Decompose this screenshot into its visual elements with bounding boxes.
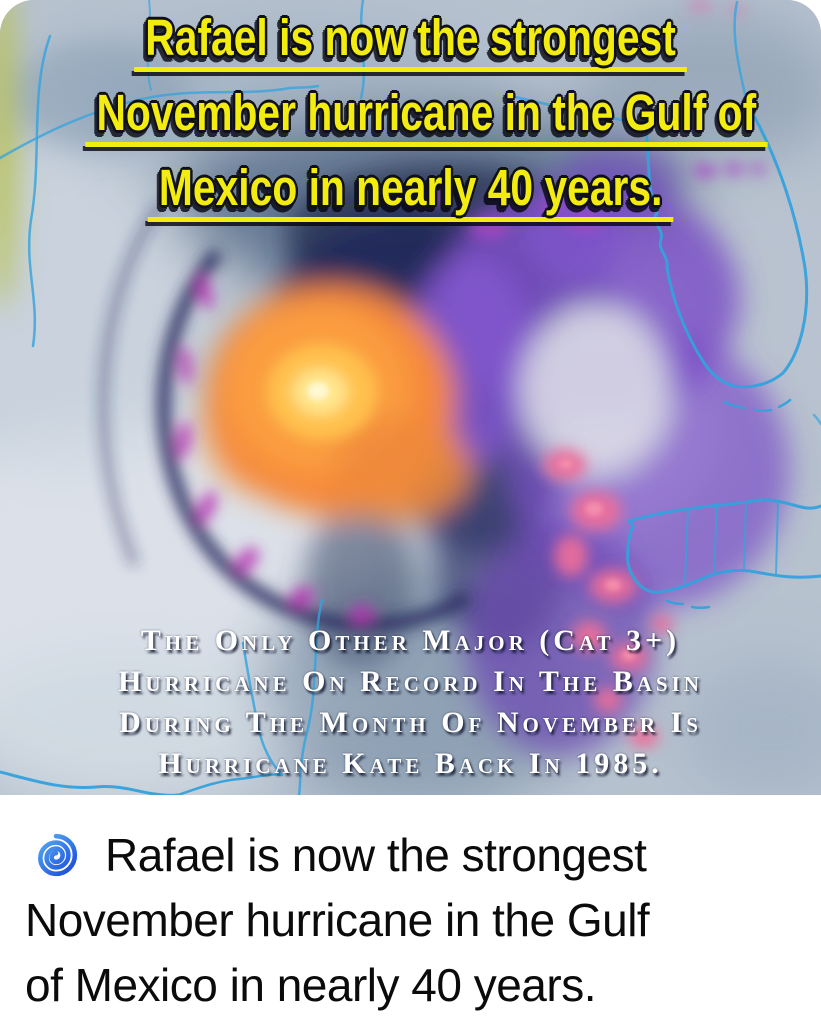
image-caption: The Only Other Major (Cat 3+) Hurricane … <box>0 620 821 784</box>
storm-mass-layer <box>0 0 790 755</box>
storm-highlight-layer <box>307 382 636 660</box>
cuba-province-borders <box>684 501 779 583</box>
image-headline: Rafael is now the strongest November hur… <box>0 12 821 237</box>
florida-keys <box>722 398 792 412</box>
image-caption-line-3: During The Month Of November Is <box>119 706 702 739</box>
post-caption: Rafael is now the strongest November hur… <box>0 795 821 1024</box>
spiral-rainband <box>156 247 473 633</box>
gulf-coast-coastline <box>0 84 320 160</box>
hurricane-satellite-image[interactable]: Rafael is now the strongest November hur… <box>0 0 821 795</box>
coastline-layer <box>0 0 821 795</box>
image-caption-line-4: Hurricane Kate Back In 1985. <box>158 747 663 780</box>
headline-line-2-text: November hurricane in the Gulf of <box>85 87 768 147</box>
satellite-map <box>0 0 821 795</box>
headline-line-1-text: Rafael is now the strongest <box>134 12 687 72</box>
image-caption-line-1: The Only Other Major (Cat 3+) <box>140 624 681 657</box>
florida-west-coastline <box>642 116 744 389</box>
post-caption-line-1-text: Rafael is now the strongest <box>105 829 647 881</box>
cuba-north-coastline <box>627 498 821 523</box>
mississippi-river <box>359 0 366 100</box>
cyclone-emoji <box>33 830 79 877</box>
cuba-south-coastline <box>626 519 821 594</box>
image-caption-line-2: Hurricane On Record In The Basin <box>118 665 703 698</box>
headline-line: Mexico in nearly 40 years. <box>0 162 821 227</box>
headline-line-3-text: Mexico in nearly 40 years. <box>147 162 674 222</box>
post-caption-line-2: November hurricane in the Gulf <box>25 894 650 946</box>
mexico-coastline <box>27 34 52 348</box>
post-caption-line-1: Rafael is now the strongest <box>25 823 807 888</box>
post-caption-line-3: of Mexico in nearly 40 years. <box>25 959 597 1011</box>
headline-line: November hurricane in the Gulf of <box>0 87 821 152</box>
florida-east-coastline <box>740 114 809 389</box>
headline-line: Rafael is now the strongest <box>0 12 821 77</box>
yucatan-coastline <box>0 770 180 795</box>
